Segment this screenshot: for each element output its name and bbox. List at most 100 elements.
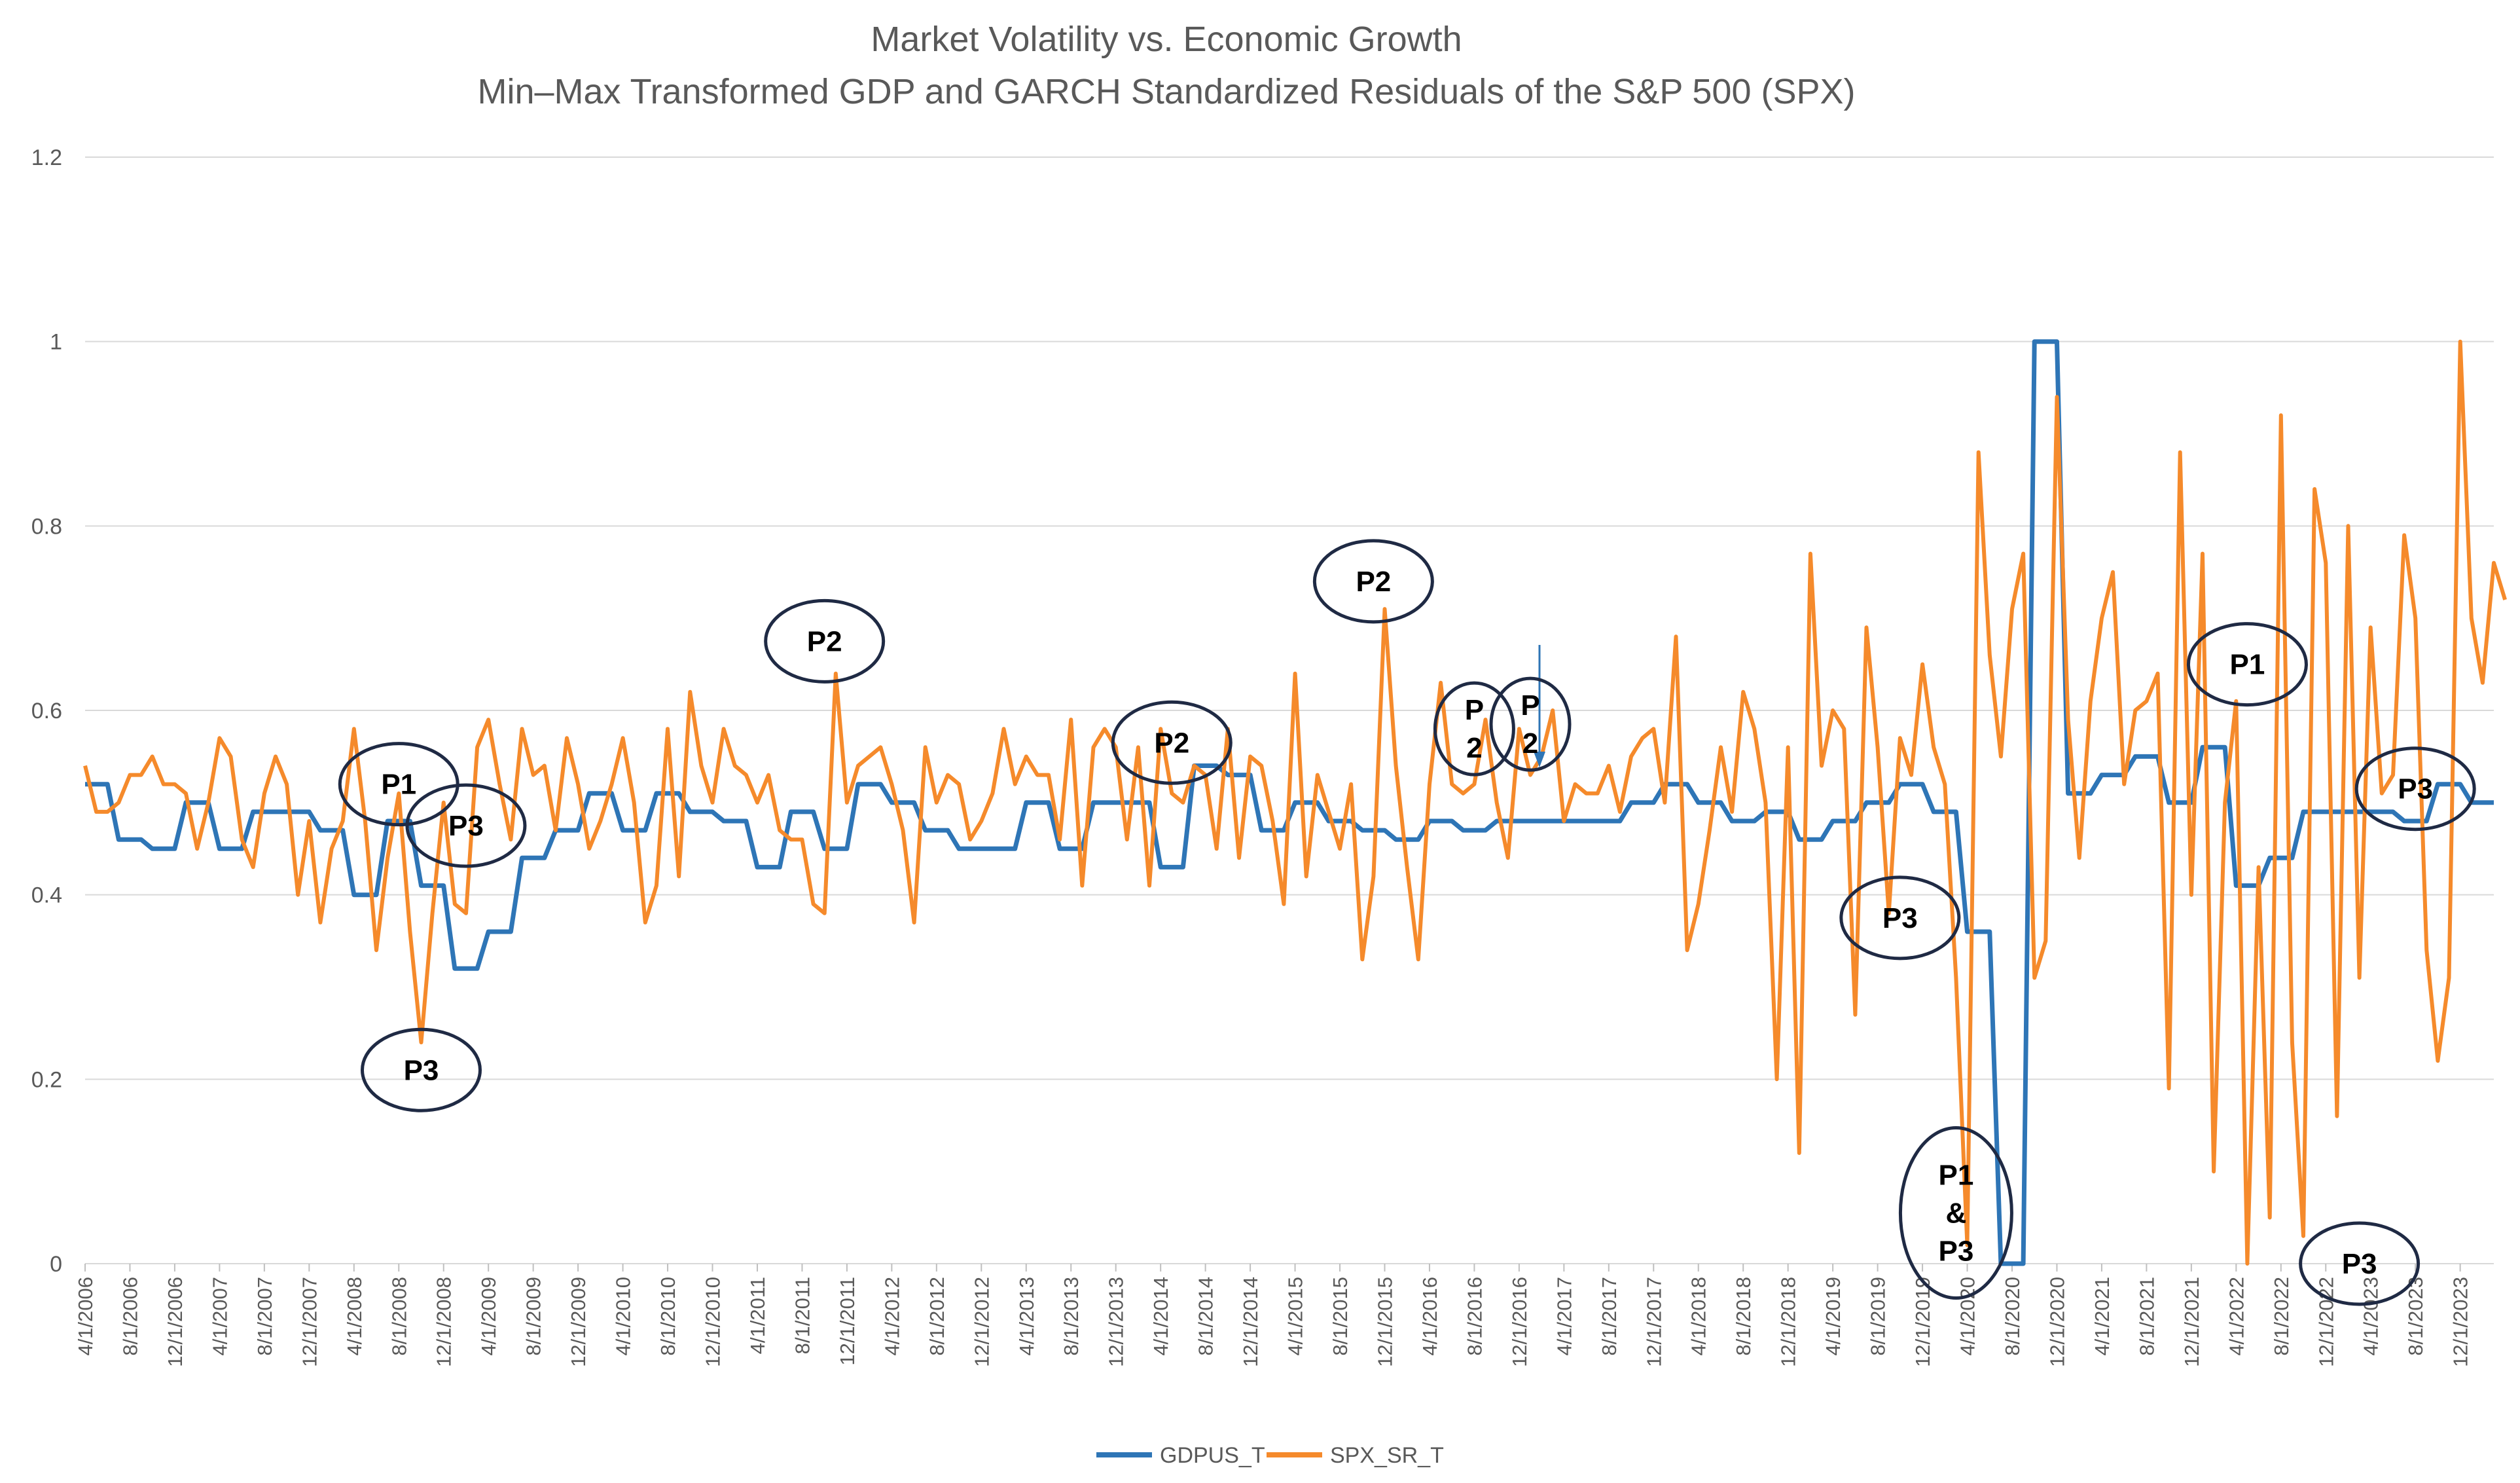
legend: GDPUS_T SPX_SR_T bbox=[1096, 1443, 1444, 1468]
x-tick-label-16: 8/1/2011 bbox=[791, 1277, 814, 1354]
series-lines bbox=[83, 339, 2507, 1266]
annotation-label-12-0: P3 bbox=[2342, 1248, 2377, 1280]
annotation-ellipse-10 bbox=[2186, 622, 2308, 707]
x-tick-label-15: 4/1/2011 bbox=[746, 1277, 769, 1354]
y-tick-label-0: 0 bbox=[50, 1252, 62, 1277]
x-tick-label-53: 12/1/2023 bbox=[2449, 1277, 2472, 1367]
x-tick-label-4: 8/1/2007 bbox=[253, 1277, 276, 1356]
x-tick-label-52: 8/1/2023 bbox=[2404, 1277, 2427, 1356]
y-tick-label-1: 0.2 bbox=[31, 1067, 62, 1092]
annotation-label-7-1: 2 bbox=[1522, 727, 1538, 760]
x-tick-label-9: 4/1/2009 bbox=[477, 1277, 500, 1356]
annotation-ellipse-9 bbox=[1898, 1126, 2013, 1300]
x-tick-label-29: 12/1/2015 bbox=[1373, 1277, 1396, 1367]
annotation-ellipse-12 bbox=[2299, 1221, 2421, 1306]
x-tick-label-41: 12/1/2019 bbox=[1911, 1277, 1934, 1367]
x-tick-label-17: 12/1/2011 bbox=[836, 1277, 859, 1366]
x-tick-label-14: 12/1/2010 bbox=[702, 1277, 725, 1367]
annotation-ellipse-8 bbox=[1839, 875, 1961, 961]
x-tick-label-42: 4/1/2020 bbox=[1956, 1277, 1979, 1356]
y-axis-ticks: 0 0.2 0.4 0.6 0.8 1 1.2 bbox=[31, 145, 62, 1277]
x-tick-label-40: 8/1/2019 bbox=[1867, 1277, 1890, 1356]
x-tick-label-21: 4/1/2013 bbox=[1015, 1277, 1038, 1356]
y-tick-label-2: 0.4 bbox=[31, 883, 62, 908]
annotation-ellipse-3 bbox=[764, 598, 886, 684]
x-tick-label-25: 8/1/2014 bbox=[1195, 1277, 1217, 1356]
x-tick-label-38: 12/1/2018 bbox=[1777, 1277, 1800, 1367]
x-tick-label-6: 4/1/2008 bbox=[343, 1277, 366, 1356]
x-tick-label-50: 12/1/2022 bbox=[2314, 1277, 2337, 1367]
annotation-label-10-0: P1 bbox=[2230, 649, 2265, 681]
annotation-ellipse-6 bbox=[1433, 681, 1515, 777]
x-tick-label-35: 12/1/2017 bbox=[1642, 1277, 1665, 1367]
grid-lines bbox=[85, 156, 2494, 1264]
annotation-label-6-0: P bbox=[1465, 694, 1484, 726]
annotation-label-6-1: 2 bbox=[1466, 732, 1482, 764]
x-tick-label-28: 8/1/2015 bbox=[1329, 1277, 1352, 1356]
x-tick-label-0: 4/1/2006 bbox=[74, 1277, 97, 1356]
x-tick-label-33: 4/1/2017 bbox=[1553, 1277, 1575, 1356]
x-tick-label-2: 12/1/2006 bbox=[164, 1277, 187, 1367]
x-tick-label-43: 8/1/2020 bbox=[2001, 1277, 2024, 1356]
x-tick-label-18: 4/1/2012 bbox=[880, 1277, 903, 1356]
x-tick-label-22: 8/1/2013 bbox=[1060, 1277, 1083, 1356]
chart-subtitle: Min–Max Transformed GDP and GARCH Standa… bbox=[478, 72, 1856, 111]
annotation-label-9-2: P3 bbox=[1939, 1236, 1974, 1268]
x-axis-ticks: 4/1/2006 8/1/2006 12/1/2006 4/1/2007 8/1/200… bbox=[74, 1264, 2472, 1367]
x-tick-label-20: 12/1/2012 bbox=[970, 1277, 993, 1367]
x-tick-label-51: 4/1/2023 bbox=[2360, 1277, 2383, 1356]
x-tick-label-23: 12/1/2013 bbox=[1105, 1277, 1128, 1367]
annotation-ellipse-4 bbox=[1111, 700, 1233, 785]
x-tick-label-49: 8/1/2022 bbox=[2270, 1277, 2293, 1356]
x-tick-label-12: 4/1/2010 bbox=[612, 1277, 635, 1356]
x-tick-label-11: 12/1/2009 bbox=[567, 1277, 590, 1367]
annotation-label-3-0: P2 bbox=[807, 625, 842, 657]
x-tick-label-10: 8/1/2009 bbox=[522, 1277, 545, 1356]
annotation-label-9-0: P1 bbox=[1939, 1160, 1974, 1192]
annotation-ellipse-11 bbox=[2354, 746, 2476, 832]
series-line-spx-sr-t bbox=[83, 339, 2507, 1266]
x-tick-label-19: 8/1/2012 bbox=[926, 1277, 948, 1356]
annotation-label-9-1: & bbox=[1946, 1198, 1967, 1230]
legend-label-spx: SPX_SR_T bbox=[1330, 1443, 1444, 1468]
annotation-label-0-0: P1 bbox=[381, 769, 416, 801]
x-tick-label-48: 4/1/2022 bbox=[2225, 1277, 2248, 1356]
annotation-arrow-head bbox=[1534, 752, 1545, 767]
annotation-label-4-0: P2 bbox=[1154, 727, 1189, 759]
y-tick-label-3: 0.6 bbox=[31, 699, 62, 723]
x-tick-label-31: 8/1/2016 bbox=[1463, 1277, 1486, 1356]
x-tick-label-26: 12/1/2014 bbox=[1239, 1277, 1262, 1367]
x-tick-label-5: 12/1/2007 bbox=[298, 1277, 321, 1367]
annotation-label-1-0: P3 bbox=[448, 810, 484, 842]
annotation-ellipse-1 bbox=[405, 783, 527, 868]
x-tick-label-27: 4/1/2015 bbox=[1284, 1277, 1307, 1356]
x-tick-label-1: 8/1/2006 bbox=[118, 1277, 141, 1356]
y-tick-label-6: 1.2 bbox=[31, 145, 62, 170]
annotation-label-2-0: P3 bbox=[404, 1054, 439, 1086]
x-tick-label-47: 12/1/2021 bbox=[2180, 1277, 2203, 1367]
annotation-label-11-0: P3 bbox=[2398, 773, 2433, 805]
x-tick-label-24: 4/1/2014 bbox=[1149, 1277, 1172, 1356]
annotation-label-7-0: P bbox=[1521, 689, 1539, 722]
x-tick-label-7: 8/1/2008 bbox=[387, 1277, 410, 1356]
x-tick-label-3: 4/1/2007 bbox=[208, 1277, 231, 1356]
annotation-ellipse-5 bbox=[1312, 539, 1434, 624]
x-tick-label-46: 8/1/2021 bbox=[2135, 1277, 2158, 1356]
x-tick-label-44: 12/1/2020 bbox=[2045, 1277, 2068, 1367]
x-tick-label-34: 8/1/2017 bbox=[1598, 1277, 1621, 1356]
annotation-label-8-0: P3 bbox=[1882, 902, 1918, 934]
x-tick-label-45: 4/1/2021 bbox=[2091, 1277, 2114, 1356]
x-tick-label-30: 4/1/2016 bbox=[1418, 1277, 1441, 1356]
y-tick-label-5: 1 bbox=[50, 330, 62, 355]
x-tick-label-36: 4/1/2018 bbox=[1687, 1277, 1710, 1356]
x-tick-label-13: 8/1/2010 bbox=[657, 1277, 679, 1356]
annotation-ellipse-7 bbox=[1489, 676, 1572, 772]
x-tick-label-32: 12/1/2016 bbox=[1508, 1277, 1531, 1367]
annotation-ellipse-2 bbox=[360, 1027, 482, 1112]
x-tick-label-8: 12/1/2008 bbox=[433, 1277, 456, 1367]
legend-label-gdp: GDPUS_T bbox=[1160, 1443, 1265, 1468]
annotation-label-5-0: P2 bbox=[1356, 566, 1391, 598]
y-tick-label-4: 0.8 bbox=[31, 514, 62, 539]
